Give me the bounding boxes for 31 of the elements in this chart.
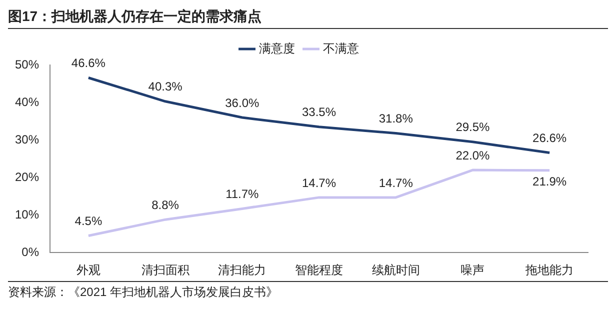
data-label: 22.0%: [456, 148, 490, 162]
text: 资料来源：《2021 年扫地机器人市场发展白皮书》: [8, 284, 608, 301]
y-tick-label: 20%: [14, 170, 40, 184]
y-tick-label: 10%: [14, 207, 40, 222]
data-label: 11.7%: [226, 187, 260, 202]
data-label: 8.8%: [152, 198, 180, 212]
data-label: 29.5%: [456, 120, 490, 134]
data-label: 4.5%: [74, 214, 102, 228]
data-label: 14.7%: [302, 176, 336, 190]
x-tick-label: 清扫能力: [218, 263, 266, 278]
x-tick-label: 外观: [76, 263, 100, 278]
x-tick-label: 智能程度: [295, 263, 344, 278]
chart-title: 图17：扫地机器人仍存在一定的需求痛点: [8, 8, 608, 29]
data-label: 46.6%: [71, 56, 106, 70]
y-tick-label: 30%: [14, 132, 40, 146]
data-label: 40.3%: [148, 80, 183, 94]
legend-label: 不满意: [323, 41, 359, 56]
x-tick-label: 拖地能力: [524, 263, 574, 278]
y-tick-label: 0%: [22, 244, 40, 259]
data-label: 36.0%: [225, 96, 260, 110]
x-tick-label: 续航时间: [372, 263, 420, 278]
data-label: 31.8%: [378, 112, 414, 126]
data-label: 14.7%: [378, 176, 414, 190]
x-tick-label: 噪声: [460, 263, 485, 278]
data-label: 21.9%: [532, 174, 567, 189]
legend-label: 满意度: [259, 41, 295, 56]
y-tick-label: 40%: [14, 94, 40, 109]
data-label: 33.5%: [302, 105, 336, 120]
y-tick-label: 50%: [14, 57, 40, 72]
data-label: 26.6%: [532, 131, 567, 146]
x-tick-label: 清扫面积: [141, 263, 190, 278]
